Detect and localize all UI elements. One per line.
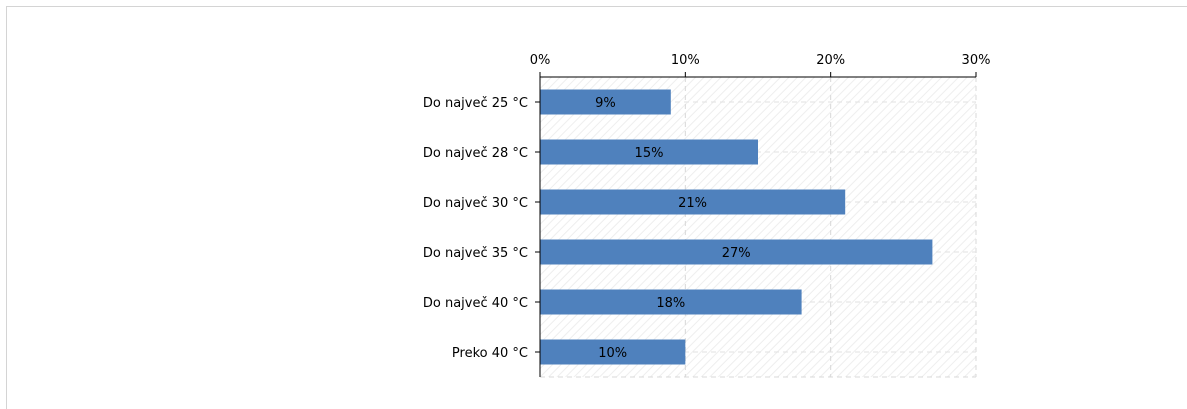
bar xyxy=(540,339,686,365)
bar xyxy=(540,139,758,165)
bar-value-label: 10% xyxy=(598,346,627,361)
category-label: Do največ 40 °C xyxy=(423,296,528,311)
bar-value-label: 27% xyxy=(722,246,751,261)
plot-area xyxy=(540,77,976,377)
category-label: Do največ 35 °C xyxy=(423,246,528,261)
x-tick-label: 20% xyxy=(816,53,845,68)
bar-value-label: 9% xyxy=(595,96,616,111)
category-label: Do največ 25 °C xyxy=(423,96,528,111)
category-label: Do največ 28 °C xyxy=(423,146,528,161)
bar xyxy=(540,189,846,215)
bar xyxy=(540,289,802,315)
bar-value-label: 21% xyxy=(678,196,707,211)
bar-value-label: 15% xyxy=(635,146,664,161)
category-label: Preko 40 °C xyxy=(452,346,528,361)
axes xyxy=(535,72,977,377)
bar xyxy=(540,239,933,265)
category-label: Do največ 30 °C xyxy=(423,196,528,211)
labels: 0% 10% 20% 30% 9% Do največ 25 °C 15% Do največ… xyxy=(423,53,991,361)
x-tick-label: 10% xyxy=(671,53,700,68)
bars xyxy=(540,89,933,365)
x-tick-label: 30% xyxy=(962,53,991,68)
bar-value-label: 18% xyxy=(656,296,685,311)
x-tick-label: 0% xyxy=(530,53,551,68)
bar xyxy=(540,89,671,115)
